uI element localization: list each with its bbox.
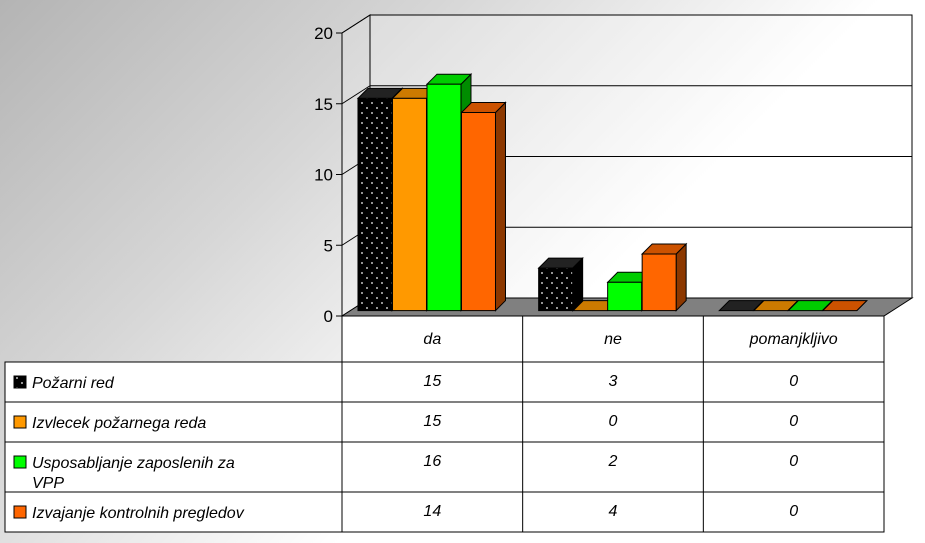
bar-top: [821, 300, 869, 312]
legend-swatch: [13, 375, 27, 389]
bar-side: [675, 242, 687, 312]
bar-front: [641, 253, 677, 312]
table-cell-value: 0: [609, 413, 618, 430]
bar-front: [357, 97, 393, 312]
legend-swatch: [13, 455, 27, 469]
table-cell-value: 16: [423, 453, 441, 470]
legend-swatch: [13, 505, 27, 519]
table-cell-value: 15: [423, 413, 441, 430]
table-body: [4, 361, 885, 533]
legend-label: Usposabljanje zaposlenih za: [32, 455, 235, 472]
y-tick-label: 15: [314, 95, 333, 114]
table-cell-value: 0: [789, 413, 798, 430]
gridline-side: [341, 14, 371, 34]
y-tick-label: 5: [324, 236, 333, 255]
table-cell-value: 2: [608, 453, 618, 470]
bars: [356, 72, 869, 312]
category-label: da: [423, 331, 441, 348]
y-tick-label: 0: [324, 307, 333, 326]
table-cell-value: 14: [423, 503, 441, 520]
bar: [460, 101, 507, 312]
bar-front: [391, 97, 427, 312]
legend-label: Izvajanje kontrolnih pregledov: [32, 505, 245, 522]
y-tick-label: 20: [314, 24, 333, 43]
bar: [821, 300, 869, 312]
category-label: pomanjkljivo: [749, 331, 838, 348]
bar-front: [426, 83, 462, 312]
bar-front: [538, 267, 574, 312]
table-cell-value: 0: [789, 373, 798, 390]
category-label: ne: [604, 331, 622, 348]
legend-label: Požarni red: [32, 375, 115, 392]
table-cell-value: 0: [789, 453, 798, 470]
bar: [640, 242, 688, 312]
y-tick-label: 10: [314, 166, 333, 185]
y-axis: 0 5 10 15 20: [314, 24, 343, 326]
table-cell-value: 0: [789, 503, 798, 520]
table-header: [341, 315, 885, 363]
legend-swatch: [13, 415, 27, 429]
table-cell-value: 4: [609, 503, 618, 520]
bar: [537, 256, 584, 312]
bar-side: [494, 101, 506, 312]
data-table: da ne pomanjkljivo Požarni red 15 3 0 Izvlecek …: [4, 315, 885, 533]
table-cell-value: 15: [423, 373, 441, 390]
bar-front: [607, 281, 643, 312]
bar-front: [460, 112, 496, 312]
gridline-side: [341, 85, 371, 105]
table-cell-value: 3: [609, 373, 618, 390]
legend-label: Izvlecek požarnega reda: [32, 415, 206, 432]
legend-label: VPP: [32, 475, 64, 492]
